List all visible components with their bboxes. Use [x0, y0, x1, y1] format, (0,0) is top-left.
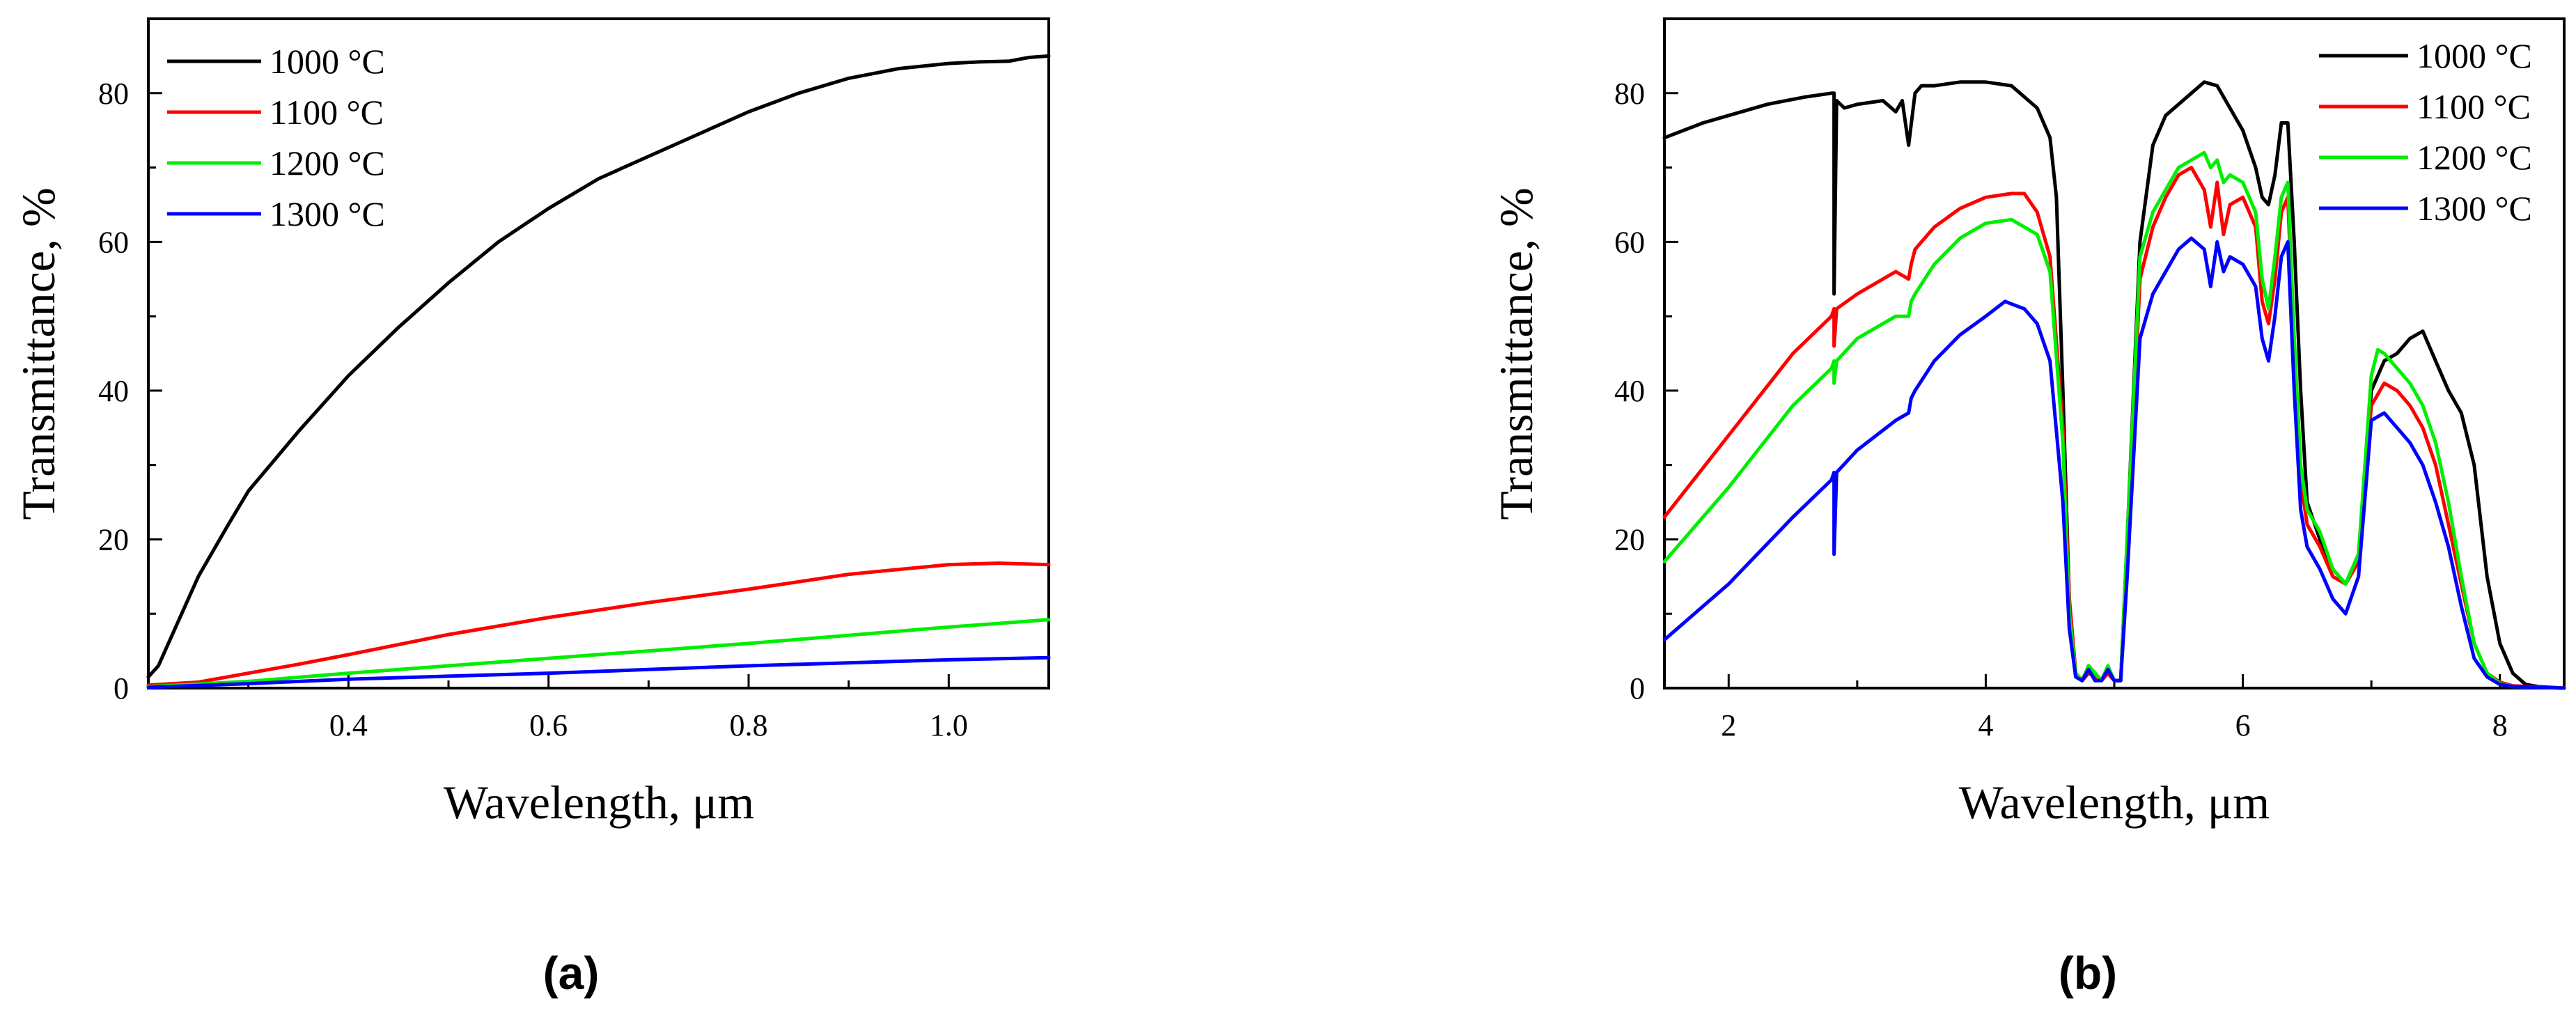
y-tick-label-b: 80: [1614, 77, 1645, 111]
series-line-b-2: [1662, 166, 2566, 690]
legend-label-a-1: 1000 °C: [270, 42, 385, 81]
panel-label-a: (a): [543, 947, 600, 999]
y-tick-label-b: 40: [1614, 374, 1645, 408]
y-tick-label-a: 0: [114, 671, 129, 706]
x-tick-label-a: 0.4: [329, 708, 368, 742]
y-axis-label-a: Transmittance, %: [12, 187, 65, 520]
chart-a: 0.4 0.6 0.8 1.0 0 20 40 60 80 1000 °C 1100 °C 1200…: [12, 17, 1051, 999]
y-tick-label-a: 80: [98, 77, 129, 111]
legend-a: 1000 °C 1100 °C 1200 °C 1300 °C: [167, 42, 385, 233]
series-line-a-1: [146, 54, 1051, 679]
legend-label-b-2: 1100 °C: [2417, 87, 2531, 126]
legend-label-a-3: 1200 °C: [270, 143, 385, 182]
series-lines-a: [146, 54, 1051, 689]
legend-label-a-4: 1300 °C: [270, 194, 385, 233]
series-line-a-2: [146, 561, 1051, 687]
y-tick-label-a: 40: [98, 374, 129, 408]
x-tick-label-a: 0.6: [529, 708, 568, 742]
panel-label-b: (b): [2059, 947, 2117, 999]
series-line-b-1: [1662, 80, 2566, 690]
y-axis-label-b: Transmittance, %: [1490, 187, 1543, 520]
legend-label-b-1: 1000 °C: [2417, 36, 2532, 75]
y-tick-label-a: 20: [98, 522, 129, 556]
x-axis-label-b: Wavelength, μm: [1959, 776, 2270, 829]
ticks-a: 0.4 0.6 0.8 1.0 0 20 40 60 80: [98, 77, 1050, 742]
x-tick-label-a: 1.0: [930, 708, 968, 742]
series-line-b-3: [1662, 150, 2566, 690]
series-line-b-4: [1662, 236, 2566, 690]
legend-b: 1000 °C 1100 °C 1200 °C 1300 °C: [2319, 36, 2532, 228]
series-line-a-3: [146, 618, 1051, 689]
x-tick-label-b: 2: [1721, 708, 1736, 742]
x-axis-label-a: Wavelength, μm: [444, 776, 754, 829]
legend-label-a-2: 1100 °C: [270, 93, 384, 132]
y-tick-label-b: 60: [1614, 225, 1645, 259]
y-tick-label-a: 60: [98, 225, 129, 259]
x-tick-label-b: 4: [1978, 708, 1993, 742]
x-tick-label-a: 0.8: [730, 708, 768, 742]
series-line-a-4: [146, 655, 1051, 689]
legend-label-b-3: 1200 °C: [2417, 138, 2532, 177]
y-tick-label-b: 0: [1630, 671, 1645, 706]
plot-area-a: [147, 17, 1050, 689]
legend-label-b-4: 1300 °C: [2417, 189, 2532, 228]
y-tick-label-b: 20: [1614, 522, 1645, 556]
x-tick-label-b: 8: [2492, 708, 2508, 742]
x-tick-label-b: 6: [2235, 708, 2251, 742]
series-lines-b: [1662, 80, 2566, 690]
